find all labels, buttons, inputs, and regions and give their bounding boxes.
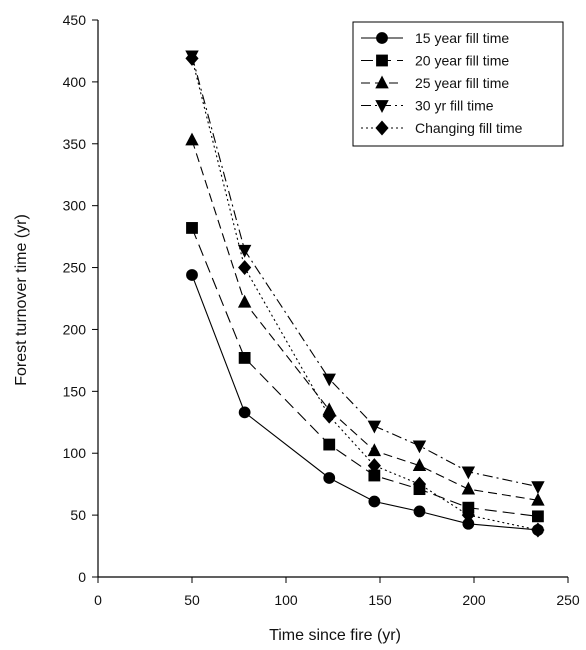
y-tick-label: 250 [63, 260, 87, 276]
y-tick-label: 200 [63, 321, 87, 337]
legend: 15 year fill time 20 year fill time 25 yea… [352, 21, 564, 147]
data-point [531, 492, 545, 506]
x-tick-label: 50 [184, 592, 200, 608]
series-line [191, 139, 539, 501]
data-point [367, 458, 381, 474]
data-point [412, 476, 427, 492]
axes: 0 50 100 150 200 250 0 50 100 150 200 250 300 350 400 4… [63, 12, 580, 608]
legend-marker [375, 120, 389, 136]
data-point [368, 495, 381, 508]
series-3 [185, 132, 545, 506]
data-point [238, 406, 251, 419]
x-tick-label: 0 [94, 592, 102, 608]
data-point [185, 50, 199, 66]
legend-marker [376, 32, 388, 44]
series-5 [185, 50, 545, 538]
data-point [237, 294, 252, 308]
legend-label: 30 yr fill time [415, 98, 494, 114]
x-tick-label: 100 [274, 592, 298, 608]
data-point [531, 481, 545, 495]
y-tick-label: 400 [63, 74, 87, 90]
data-point [413, 505, 426, 518]
data-point [186, 222, 198, 234]
legend-label: 15 year fill time [415, 30, 509, 46]
legend-label: 25 year fill time [415, 75, 509, 91]
data-point [367, 420, 382, 434]
y-tick-label: 450 [63, 12, 87, 28]
data-point [532, 510, 544, 523]
legend-item: 20 year fill time [361, 53, 509, 69]
data-point [412, 458, 427, 471]
legend-marker [375, 75, 389, 89]
x-axis-label: Time since fire (yr) [269, 627, 401, 644]
data-point [461, 466, 476, 480]
data-point [322, 408, 336, 424]
y-axis-label: Forest turnover time (yr) [13, 214, 30, 386]
data-point [238, 352, 251, 364]
data-point [412, 440, 427, 454]
y-tick-label: 350 [63, 136, 87, 152]
y-tick-label: 0 [78, 569, 86, 585]
y-tick-label: 50 [70, 507, 86, 523]
legend-item: 15 year fill time [361, 30, 509, 46]
data-point [238, 260, 252, 276]
data-point [323, 472, 336, 484]
series-4 [185, 50, 545, 495]
legend-item: 25 year fill time [361, 75, 509, 91]
x-tick-label: 250 [556, 592, 580, 608]
data-point [323, 438, 336, 451]
data-point [531, 522, 545, 538]
legend-label: 20 year fill time [415, 53, 509, 69]
y-tick-label: 100 [63, 445, 87, 461]
series-1 [186, 269, 544, 536]
legend-item: 30 yr fill time [361, 98, 494, 114]
data-point [367, 443, 382, 457]
x-tick-label: 200 [462, 592, 486, 608]
data-point [237, 244, 252, 258]
series-line [191, 274, 538, 531]
data-point [322, 373, 336, 387]
y-tick-label: 150 [63, 383, 87, 399]
legend-marker [375, 100, 389, 113]
legend-label: Changing fill time [415, 120, 523, 136]
series-layer [185, 50, 545, 538]
legend-marker [376, 54, 388, 67]
legend-item: Changing fill time [361, 120, 523, 136]
x-tick-label: 150 [368, 592, 392, 608]
data-point [461, 507, 475, 523]
legend-box [352, 21, 564, 147]
data-point [186, 269, 198, 281]
data-point [185, 132, 199, 146]
data-point [461, 481, 476, 495]
y-tick-label: 300 [63, 198, 87, 214]
